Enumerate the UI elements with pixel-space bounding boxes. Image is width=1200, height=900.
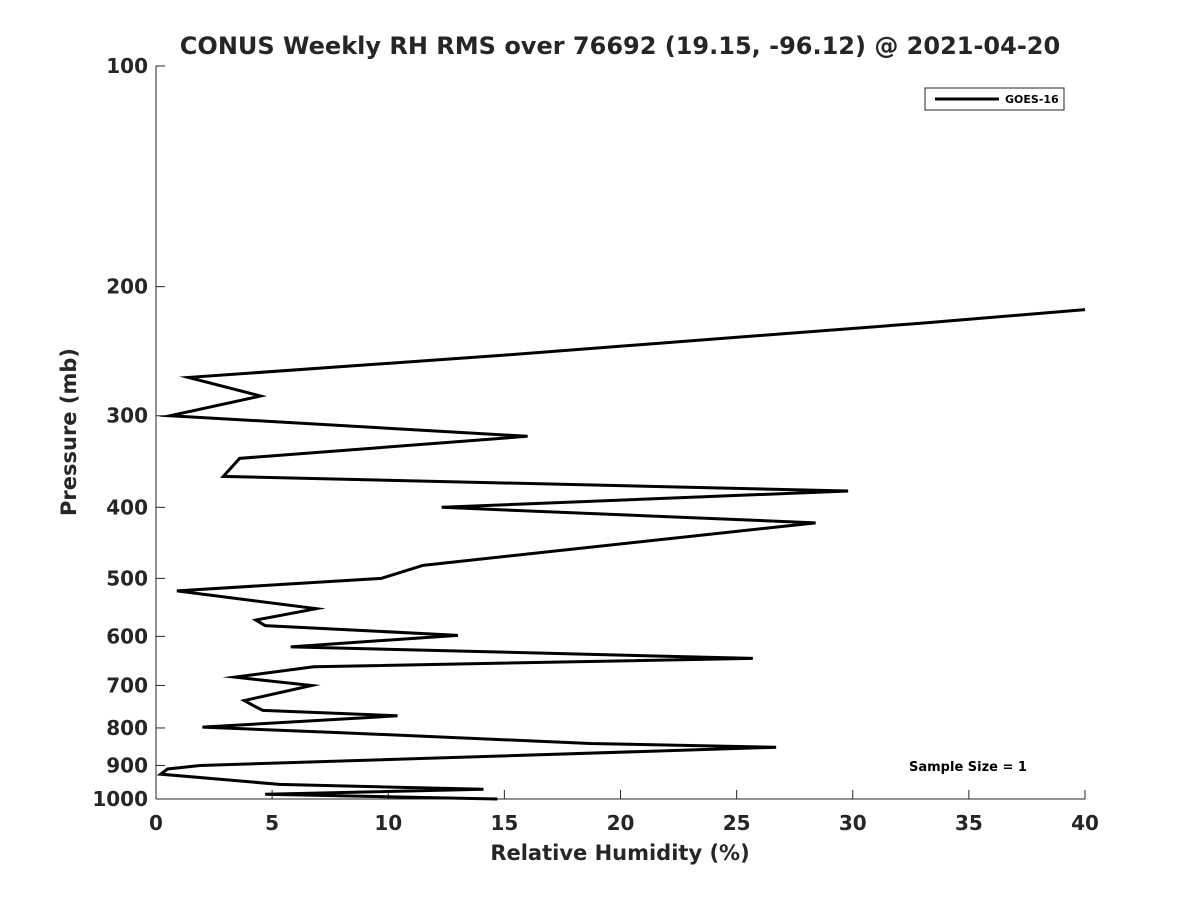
y-tick-label: 700	[106, 673, 148, 697]
x-tick-label: 15	[490, 811, 518, 835]
x-tick-label: 20	[607, 811, 635, 835]
y-tick-label: 500	[106, 566, 148, 590]
legend-entry-goes-16: GOES-16	[1005, 93, 1059, 106]
x-tick-label: 35	[955, 811, 983, 835]
x-axis-label: Relative Humidity (%)	[490, 841, 749, 865]
y-tick-label: 800	[106, 716, 148, 740]
y-tick-label: 100	[106, 54, 148, 78]
x-tick-label: 30	[839, 811, 867, 835]
x-tick-label: 25	[723, 811, 751, 835]
x-tick-label: 10	[374, 811, 402, 835]
y-tick-label: 600	[106, 624, 148, 648]
y-tick-label: 1000	[92, 787, 148, 811]
x-tick-label: 40	[1071, 811, 1099, 835]
sample-size-annotation: Sample Size = 1	[909, 760, 1027, 775]
y-tick-label: 400	[106, 495, 148, 519]
y-ticks: 100 200 300 400 500 600 700 800 900 1000	[92, 54, 165, 811]
y-tick-label: 200	[106, 275, 148, 299]
x-tick-label: 0	[149, 811, 163, 835]
series-layer	[156, 308, 1086, 801]
x-ticks: 0 5 10 15 20 25 30 35 40	[149, 790, 1099, 835]
chart-title: CONUS Weekly RH RMS over 76692 (19.15, -…	[180, 32, 1060, 60]
y-tick-label: 900	[106, 753, 148, 777]
y-axis-label: Pressure (mb)	[57, 348, 81, 516]
series-line-goes-16	[156, 308, 1086, 801]
y-tick-label: 300	[106, 404, 148, 428]
x-tick-label: 5	[265, 811, 279, 835]
legend: GOES-16	[924, 87, 1065, 111]
